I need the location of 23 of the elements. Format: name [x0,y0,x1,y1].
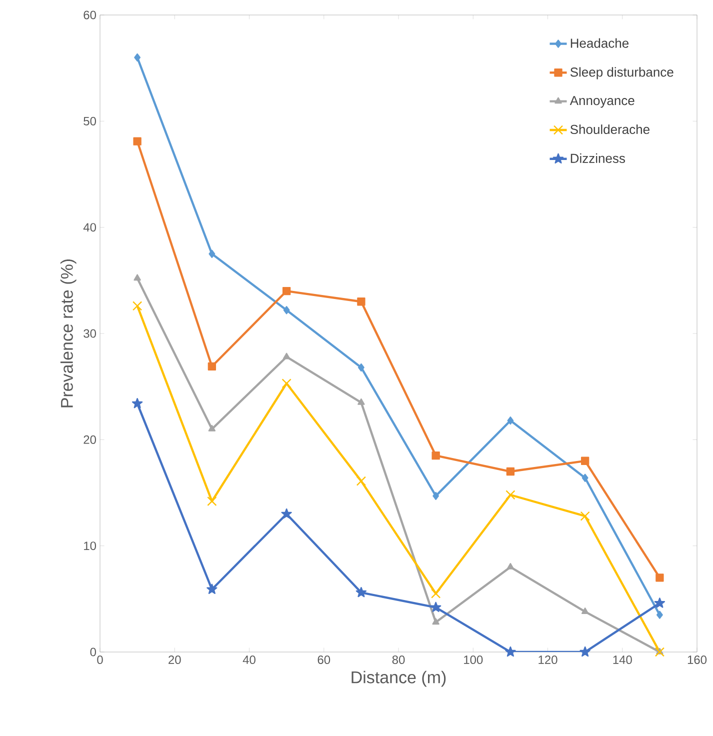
legend-label: Sleep disturbance [570,67,674,80]
y-axis-title: Prevalence rate (%) [60,259,76,408]
legend-label: Headache [570,38,629,48]
y-tick-label: 10 [84,542,96,550]
x-tick-label: 80 [392,656,405,664]
x-axis-title: Distance (m) [352,670,446,687]
legend-label: Shoulderache [570,124,650,134]
y-tick-label: 60 [84,10,96,20]
x-tick-label: 60 [318,656,330,664]
x-tick-label: 140 [613,656,632,664]
y-tick-label: 0 [90,648,96,656]
y-tick-label: 20 [84,435,96,444]
x-tick-label: 40 [242,656,256,664]
y-tick-label: 30 [84,329,96,338]
x-tick-label: 120 [538,656,558,664]
x-tick-label: 0 [97,656,103,664]
x-tick-label: 100 [464,656,483,664]
x-tick-label: 160 [688,656,707,664]
legend-label: Annoyance [570,96,634,108]
legend-label: Dizziness [570,153,625,163]
x-tick-label: 20 [168,656,181,664]
y-tick-label: 40 [83,223,96,232]
y-tick-label: 50 [84,116,96,126]
